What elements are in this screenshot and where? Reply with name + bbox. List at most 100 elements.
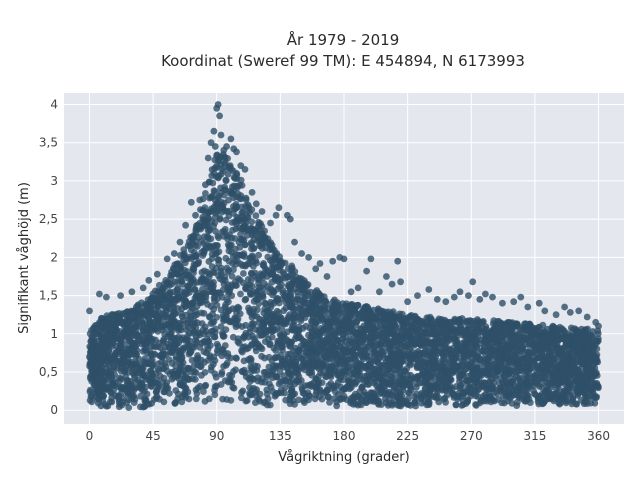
data-point (498, 333, 505, 341)
data-point (334, 309, 342, 316)
data-point (220, 332, 228, 340)
data-point (430, 393, 438, 401)
data-point (477, 319, 485, 327)
data-point (162, 277, 170, 284)
data-point (205, 273, 213, 281)
data-point (246, 306, 254, 314)
data-point (473, 344, 481, 352)
data-point (527, 349, 535, 357)
data-point (450, 360, 458, 368)
data-point (199, 326, 207, 334)
data-point (204, 227, 212, 235)
data-point (284, 351, 291, 358)
data-point (190, 233, 197, 241)
data-point (589, 334, 596, 341)
data-point (381, 382, 389, 390)
data-point (576, 358, 584, 366)
data-point (543, 396, 550, 403)
data-point (196, 344, 204, 351)
data-point (154, 328, 162, 335)
data-point (385, 328, 393, 336)
data-point (238, 347, 245, 354)
data-point (480, 392, 487, 400)
data-point (212, 250, 219, 258)
data-point (263, 373, 271, 381)
data-point (154, 360, 162, 368)
data-point (356, 372, 364, 380)
data-point (432, 335, 439, 343)
data-point (458, 384, 465, 392)
data-point (135, 335, 142, 343)
data-point (337, 326, 345, 333)
data-point (195, 289, 202, 297)
data-point (166, 390, 173, 397)
data-point (196, 298, 204, 305)
data-point (138, 369, 146, 376)
data-point (134, 376, 142, 384)
data-point (237, 230, 245, 238)
data-point (460, 390, 468, 398)
data-point (103, 364, 111, 372)
data-point (178, 272, 186, 280)
data-point (354, 301, 362, 309)
data-point (246, 384, 253, 391)
data-point (255, 284, 263, 291)
data-point (362, 397, 370, 404)
data-point (208, 166, 216, 174)
data-point (510, 339, 518, 347)
data-point (381, 325, 388, 332)
data-point (411, 313, 419, 321)
data-point (392, 385, 400, 393)
data-point (301, 366, 308, 374)
data-point (184, 282, 192, 290)
data-point (295, 378, 303, 386)
data-point (435, 320, 443, 328)
data-point (269, 367, 277, 375)
data-point (178, 393, 186, 401)
data-point (371, 347, 379, 355)
data-point (446, 347, 454, 354)
data-point (297, 317, 305, 325)
data-point (230, 194, 238, 202)
data-point (278, 325, 286, 332)
data-point (324, 393, 332, 401)
data-point (166, 290, 173, 297)
data-point (127, 381, 135, 388)
data-point (224, 208, 231, 216)
data-point (172, 387, 180, 394)
data-point (396, 373, 404, 381)
data-point (276, 331, 284, 338)
data-point (433, 385, 441, 392)
data-point (188, 276, 195, 283)
data-point (125, 404, 133, 411)
data-point (241, 241, 249, 249)
data-point (484, 372, 492, 379)
data-point (327, 339, 335, 347)
data-point (148, 361, 156, 369)
data-point (243, 397, 251, 404)
data-point (184, 388, 192, 396)
data-point (489, 320, 497, 328)
data-point (260, 262, 267, 269)
data-point (240, 357, 248, 365)
data-point (563, 397, 570, 404)
data-point (234, 338, 242, 346)
data-point (550, 339, 558, 347)
data-point (363, 351, 370, 359)
data-point (318, 343, 325, 351)
data-point (269, 261, 277, 269)
data-point (277, 378, 285, 386)
data-point (432, 357, 439, 365)
data-point (220, 199, 228, 207)
data-point (193, 279, 200, 286)
data-point (184, 332, 191, 340)
data-point (222, 311, 230, 318)
data-point (484, 350, 492, 358)
data-point (351, 380, 359, 388)
data-point (414, 375, 422, 382)
data-point (194, 354, 202, 362)
data-point (234, 257, 241, 265)
data-point (285, 368, 292, 375)
data-point (282, 299, 290, 306)
data-point (161, 385, 169, 392)
